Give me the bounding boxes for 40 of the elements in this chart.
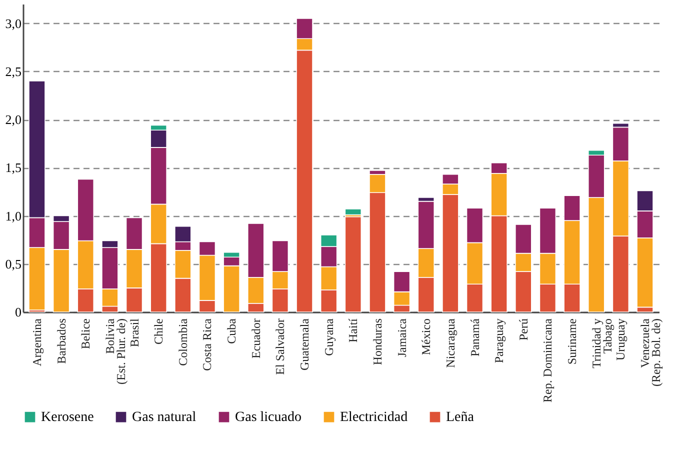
legend-label: Leña <box>446 410 475 426</box>
x-tick-label: Haití <box>346 318 360 342</box>
y-tick-label: 0 <box>15 304 22 320</box>
x-tick-label: Barbados <box>54 318 68 364</box>
x-tick-label: Nicaragua <box>443 318 458 368</box>
y-tick-label: 2,0 <box>5 112 22 127</box>
x-tick-label: Chile <box>152 318 166 344</box>
x-tick-label: Bolivia (Est. Plur. de) <box>102 318 128 384</box>
legend-label: Electricidad <box>340 410 408 426</box>
x-tick-label: Suriname <box>565 318 580 364</box>
x-tick-label: Uruguay <box>614 318 628 360</box>
x-tick-label: Paraguay <box>492 318 506 364</box>
x-tick-label: Belice <box>78 318 93 350</box>
bar <box>344 208 362 216</box>
x-tick-label: Rep. Dominicana <box>540 318 555 402</box>
bar <box>344 216 362 312</box>
x-tick-label: Venezuela (Rep. Bol. de) <box>638 318 664 386</box>
x-tick-label: Argentina <box>30 318 44 366</box>
y-tick-label: 1,5 <box>5 160 22 176</box>
x-tick-label: Costa Rica <box>200 318 214 371</box>
legend-label: Kerosene <box>41 410 94 426</box>
x-tick-label: Jamaica <box>394 318 409 358</box>
x-tick-label: Panamá <box>468 318 482 356</box>
x-tick-label: Honduras <box>370 318 384 366</box>
x-tick-label: Trinidad y Tabago <box>589 318 614 368</box>
x-tick-label: Brasil <box>127 318 142 348</box>
x-tick-label: Perú <box>516 318 530 340</box>
x-tick-label: El Salvador <box>273 318 288 375</box>
x-tick-label: Colombia <box>176 318 190 366</box>
legend-label: Gas licuado <box>235 410 302 426</box>
y-tick-label: 0,5 <box>5 256 22 272</box>
y-tick-label: 1,0 <box>5 208 22 224</box>
y-tick-label: 3,0 <box>5 16 22 31</box>
x-tick-label: Guyana <box>322 318 336 356</box>
legend-label: Gas natural <box>132 410 196 426</box>
x-tick-label: Cuba <box>224 318 239 344</box>
x-tick-label: México <box>419 318 434 356</box>
y-tick-label: 2,5 <box>5 64 22 79</box>
x-tick-label: Ecuador <box>248 318 263 358</box>
x-tick-label: Guatemala <box>298 318 312 370</box>
